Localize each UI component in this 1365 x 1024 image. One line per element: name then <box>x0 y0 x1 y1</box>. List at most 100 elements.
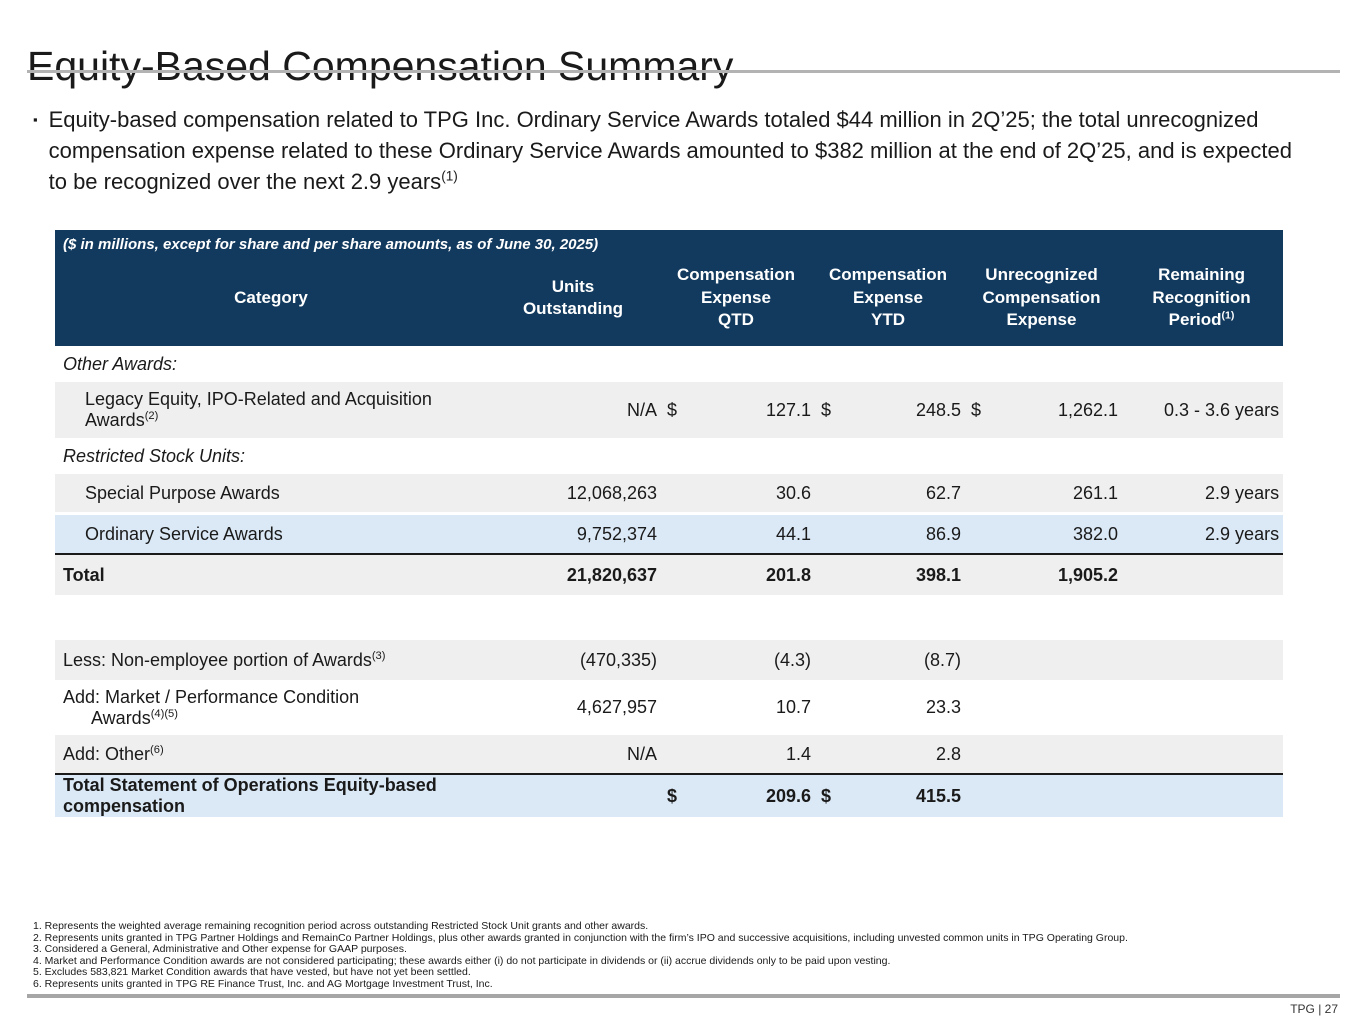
cell-expense-ytd: (8.7) <box>839 640 963 680</box>
footnote-6: 6. Represents units granted in TPG RE Fi… <box>33 977 493 990</box>
cell-dollar-sign <box>963 640 989 680</box>
col-header-unrecognized-compensation-expense: Unrecognized Compensation Expense <box>982 265 1101 330</box>
table-row-add-market-performance: Add: Market / Performance Condition Awar… <box>55 680 1284 735</box>
table-row-ordinary-service-awards: Ordinary Service Awards 9,752,374 44.1 8… <box>55 513 1284 554</box>
col-header-period-label: Remaining Recognition Period <box>1152 265 1251 330</box>
cell-units-outstanding: 12,068,263 <box>487 474 659 515</box>
table-header-row: Category Units Outstanding Compensation … <box>55 258 1283 346</box>
row-label: Special Purpose Awards <box>55 474 487 515</box>
cell-dollar-sign: $ <box>963 382 989 438</box>
cell-expense-ytd: 248.5 <box>839 382 963 438</box>
row-label: Add: Other(6) <box>55 735 487 774</box>
cell-dollar-sign <box>963 474 989 515</box>
cell-remaining-period <box>1120 735 1284 774</box>
cell-dollar-sign <box>963 553 989 595</box>
cell-units-outstanding: 21,820,637 <box>487 553 659 595</box>
section-row-other-awards: Other Awards: <box>55 346 1284 382</box>
cell-expense-ytd: 86.9 <box>839 513 963 554</box>
cell-units-outstanding: N/A <box>487 382 659 438</box>
cell-expense-ytd: 2.8 <box>839 735 963 774</box>
cell-unrecognized-expense <box>989 773 1120 817</box>
cell-dollar-sign <box>659 680 685 735</box>
col-header-compensation-expense-qtd: Compensation Expense QTD <box>676 265 796 330</box>
cell-unrecognized-expense: 261.1 <box>989 474 1120 515</box>
table-header: ($ in millions, except for share and per… <box>55 230 1284 346</box>
footer-divider <box>27 994 1340 998</box>
cell-dollar-sign <box>813 640 839 680</box>
cell-unrecognized-expense <box>989 680 1120 735</box>
table-row-legacy-equity: Legacy Equity, IPO-Related and Acquisiti… <box>55 382 1284 438</box>
cell-remaining-period: 0.3 - 3.6 years <box>1120 382 1284 438</box>
cell-dollar-sign <box>659 474 685 515</box>
cell-unrecognized-expense: 1,905.2 <box>989 553 1120 595</box>
cell-units-outstanding: 4,627,957 <box>487 680 659 735</box>
row-label: Ordinary Service Awards <box>55 513 487 554</box>
row-footnote-ref: (2) <box>144 410 159 422</box>
cell-dollar-sign: $ <box>659 382 685 438</box>
cell-dollar-sign <box>659 735 685 774</box>
cell-units-outstanding: 9,752,374 <box>487 513 659 554</box>
cell-remaining-period <box>1120 640 1284 680</box>
cell-remaining-period <box>1120 553 1284 595</box>
cell-unrecognized-expense: 382.0 <box>989 513 1120 554</box>
table-row-total: Total 21,820,637 201.8 398.1 1,905.2 <box>55 553 1284 595</box>
table-row-less-non-employee: Less: Non-employee portion of Awards(3) … <box>55 640 1284 680</box>
row-footnote-ref: (6) <box>150 743 164 756</box>
cell-expense-ytd: 398.1 <box>839 553 963 595</box>
footnote-2: 2. Represents units granted in TPG Partn… <box>33 931 1128 944</box>
cell-expense-qtd: 44.1 <box>685 513 813 554</box>
cell-unrecognized-expense <box>989 735 1120 774</box>
table-row-add-other: Add: Other(6) N/A 1.4 2.8 <box>55 735 1284 774</box>
cell-dollar-sign <box>659 513 685 554</box>
table-caption-row: ($ in millions, except for share and per… <box>55 230 1283 258</box>
cell-dollar-sign: $ <box>659 773 685 817</box>
table-row-special-purpose-awards: Special Purpose Awards 12,068,263 30.6 6… <box>55 474 1284 515</box>
table-row-total-statement-of-operations: Total Statement of Operations Equity-bas… <box>55 773 1284 817</box>
cell-dollar-sign <box>659 640 685 680</box>
summary-bullet-text: Equity-based compensation related to TPG… <box>49 104 1303 197</box>
bullet-body: Equity-based compensation related to TPG… <box>48 107 1292 194</box>
cell-unrecognized-expense: 1,262.1 <box>989 382 1120 438</box>
page-number: TPG | 27 <box>1290 1002 1338 1016</box>
row-label-line2: Awards(4)(5) <box>91 707 178 728</box>
section-label: Other Awards: <box>55 346 1284 382</box>
table-spacer-row <box>55 595 1284 640</box>
col-header-units-outstanding: Units Outstanding <box>522 276 624 318</box>
cell-unrecognized-expense <box>989 640 1120 680</box>
cell-units-outstanding <box>487 773 659 817</box>
cell-remaining-period: 2.9 years <box>1120 513 1284 554</box>
summary-bullet: ▪ Equity-based compensation related to T… <box>33 104 1303 197</box>
bullet-square-icon: ▪ <box>33 112 38 127</box>
period-footnote-ref: (1) <box>1221 309 1235 322</box>
footnotes: 1. Represents the weighted average remai… <box>33 920 1128 991</box>
cell-dollar-sign <box>813 553 839 595</box>
title-divider <box>27 70 1340 73</box>
cell-dollar-sign <box>813 513 839 554</box>
footnote-3: 3. Considered a General, Administrative … <box>33 943 407 956</box>
row-label: Total Statement of Operations Equity-bas… <box>55 773 487 817</box>
cell-expense-qtd: 209.6 <box>685 773 813 817</box>
cell-remaining-period <box>1120 773 1284 817</box>
cell-expense-qtd: 1.4 <box>685 735 813 774</box>
cell-expense-qtd: 30.6 <box>685 474 813 515</box>
spacer <box>55 595 1284 640</box>
col-header-remaining-recognition-period: Remaining Recognition Period(1) <box>1120 258 1283 346</box>
cell-expense-ytd: 415.5 <box>839 773 963 817</box>
cell-remaining-period: 2.9 years <box>1120 474 1284 515</box>
cell-dollar-sign <box>813 735 839 774</box>
cell-dollar-sign: $ <box>813 382 839 438</box>
cell-expense-ytd: 23.3 <box>839 680 963 735</box>
cell-expense-qtd: 10.7 <box>685 680 813 735</box>
row-label-line1: Legacy Equity, IPO-Related and Acquisiti… <box>85 389 432 409</box>
cell-expense-ytd: 62.7 <box>839 474 963 515</box>
row-label-line2: Awards(2) <box>85 410 159 430</box>
row-label: Total <box>55 553 487 595</box>
row-label: Legacy Equity, IPO-Related and Acquisiti… <box>55 382 487 438</box>
footnote-4: 4. Market and Performance Condition awar… <box>33 954 891 967</box>
row-label-line1: Add: Market / Performance Condition <box>63 686 360 707</box>
section-row-restricted-stock-units: Restricted Stock Units: <box>55 438 1284 474</box>
cell-dollar-sign <box>963 680 989 735</box>
cell-dollar-sign <box>659 553 685 595</box>
section-label: Restricted Stock Units: <box>55 438 1284 474</box>
